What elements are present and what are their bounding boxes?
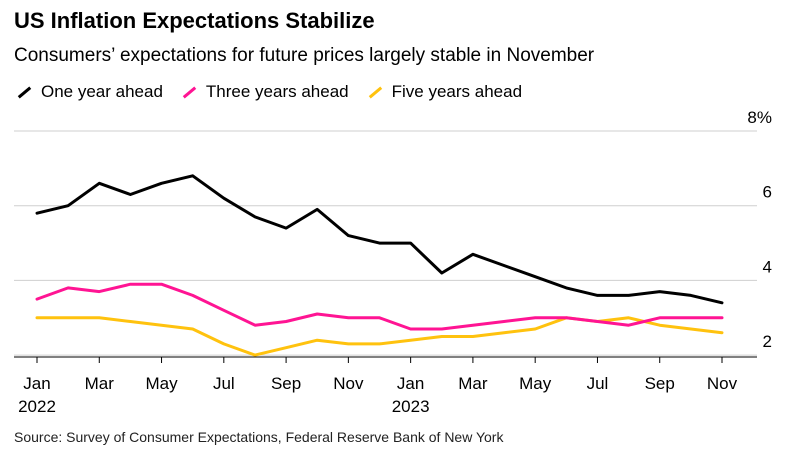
legend-item-one-year: One year ahead bbox=[14, 82, 163, 102]
legend-item-five-years: Five years ahead bbox=[365, 82, 522, 102]
x-tick-label: Mar bbox=[85, 374, 115, 393]
legend-label-one-year: One year ahead bbox=[41, 82, 163, 101]
legend: One year ahead Three years ahead Five ye… bbox=[14, 80, 538, 104]
series-line-five-years bbox=[35, 316, 724, 357]
x-tick-label: Jul bbox=[213, 374, 235, 393]
series-line-one-year bbox=[35, 174, 724, 305]
x-tick-label: Nov bbox=[333, 374, 364, 393]
chart-title: US Inflation Expectations Stabilize bbox=[14, 8, 375, 33]
chart-subtitle: Consumers’ expectations for future price… bbox=[14, 45, 595, 66]
x-tick-year-label: 2022 bbox=[18, 397, 56, 416]
gridlines bbox=[14, 130, 757, 356]
x-tick-label: Jan bbox=[397, 374, 424, 393]
y-tick-label: 2 bbox=[763, 332, 772, 351]
legend-label-three-years: Three years ahead bbox=[205, 82, 349, 101]
series-lines bbox=[35, 174, 724, 357]
x-tick-label: May bbox=[145, 374, 178, 393]
legend-item-three-years: Three years ahead bbox=[179, 82, 349, 102]
source-note: Source: Survey of Consumer Expectations,… bbox=[14, 429, 504, 445]
x-tick-label: Nov bbox=[707, 374, 738, 393]
y-tick-label: 8% bbox=[747, 108, 772, 127]
x-tick-year-label: 2023 bbox=[392, 397, 430, 416]
x-tick-label: Sep bbox=[271, 374, 301, 393]
x-tick-label: May bbox=[519, 374, 552, 393]
y-tick-label: 4 bbox=[763, 257, 772, 276]
x-tick-label: Sep bbox=[645, 374, 675, 393]
legend-label-five-years: Five years ahead bbox=[391, 82, 523, 101]
x-tick-label: Jan bbox=[23, 374, 50, 393]
series-line-three-years bbox=[35, 282, 724, 331]
x-tick-label: Mar bbox=[458, 374, 488, 393]
y-tick-label: 6 bbox=[763, 183, 772, 202]
axes: 2 4 6 8% Jan 2022 Mar May Jul Sep Nov Jan 2023 Mar May… bbox=[14, 108, 772, 416]
x-tick-label: Jul bbox=[587, 374, 609, 393]
